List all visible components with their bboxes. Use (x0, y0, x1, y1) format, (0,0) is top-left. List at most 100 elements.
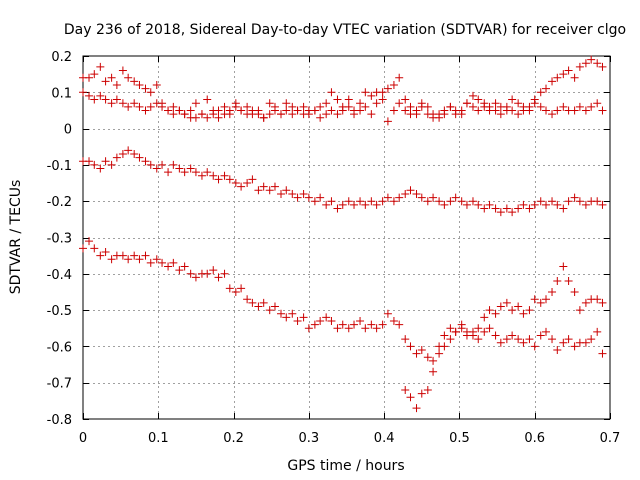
data-point (451, 193, 460, 202)
data-point (327, 106, 336, 115)
data-point (367, 320, 376, 329)
data-point (214, 113, 223, 122)
data-point (468, 91, 477, 100)
data-point (474, 106, 483, 115)
data-point (536, 102, 545, 111)
data-point (401, 189, 410, 198)
data-point (209, 110, 218, 119)
y-tick-label: -0.1 (47, 159, 72, 174)
data-point (214, 273, 223, 282)
data-point (435, 110, 444, 119)
data-point (277, 309, 286, 318)
data-point (293, 193, 302, 202)
data-point (118, 66, 127, 75)
data-point (598, 200, 607, 209)
y-tick-label: -0.2 (47, 195, 72, 210)
data-point (288, 110, 297, 119)
data-point (254, 186, 263, 195)
data-point (288, 309, 297, 318)
data-point (530, 99, 539, 108)
data-point (243, 102, 252, 111)
data-point (367, 197, 376, 206)
data-point (412, 189, 421, 198)
data-point (130, 77, 139, 86)
data-point (435, 349, 444, 358)
data-point (203, 168, 212, 177)
data-point (401, 335, 410, 344)
data-point (164, 168, 173, 177)
data-point (395, 73, 404, 82)
data-point (175, 164, 184, 173)
data-point (491, 204, 500, 213)
data-point (333, 110, 342, 119)
data-point (316, 193, 325, 202)
data-point (209, 266, 218, 275)
data-point (338, 200, 347, 209)
data-point (356, 316, 365, 325)
data-point (135, 81, 144, 90)
data-point (508, 106, 517, 115)
data-point (344, 197, 353, 206)
data-point (344, 324, 353, 333)
data-point (248, 106, 257, 115)
data-point (378, 95, 387, 104)
data-point (383, 84, 392, 93)
data-point (367, 91, 376, 100)
x-tick-label: 0.1 (148, 431, 169, 446)
x-tick-label: 0.5 (449, 431, 470, 446)
data-point (90, 70, 99, 79)
data-point (480, 313, 489, 322)
data-point (175, 266, 184, 275)
data-point (333, 324, 342, 333)
data-point (474, 335, 483, 344)
data-point (259, 298, 268, 307)
data-point (496, 208, 505, 217)
data-point (536, 88, 545, 97)
data-point (344, 95, 353, 104)
data-point (299, 189, 308, 198)
data-point (214, 106, 223, 115)
data-point (542, 200, 551, 209)
data-point (152, 99, 161, 108)
data-point (525, 306, 534, 315)
data-point (575, 62, 584, 71)
data-point (548, 335, 557, 344)
data-point (446, 197, 455, 206)
data-point (96, 91, 105, 100)
x-tick-label: 0.3 (299, 431, 320, 446)
data-point (530, 295, 539, 304)
data-point (417, 102, 426, 111)
data-point (581, 200, 590, 209)
data-point (322, 313, 331, 322)
data-point (570, 106, 579, 115)
data-point (446, 324, 455, 333)
data-point (491, 309, 500, 318)
data-point (372, 200, 381, 209)
y-tick-label: -0.5 (47, 304, 72, 319)
data-point (361, 200, 370, 209)
x-tick-label: 0.6 (524, 431, 545, 446)
chart-title: Day 236 of 2018, Sidereal Day-to-day VTE… (64, 22, 626, 38)
data-point (180, 110, 189, 119)
data-point (243, 295, 252, 304)
data-point (474, 200, 483, 209)
data-point (559, 204, 568, 213)
data-point (383, 309, 392, 318)
data-point (96, 164, 105, 173)
data-point (581, 338, 590, 347)
data-point (141, 157, 150, 166)
data-point (254, 110, 263, 119)
data-point (417, 193, 426, 202)
data-point (462, 327, 471, 336)
data-point (282, 313, 291, 322)
data-point (598, 62, 607, 71)
data-point (536, 197, 545, 206)
data-point (164, 262, 173, 271)
data-point (451, 327, 460, 336)
data-point (548, 197, 557, 206)
data-point (243, 179, 252, 188)
data-point (164, 106, 173, 115)
data-point (361, 324, 370, 333)
data-point (338, 320, 347, 329)
grid (83, 56, 610, 419)
